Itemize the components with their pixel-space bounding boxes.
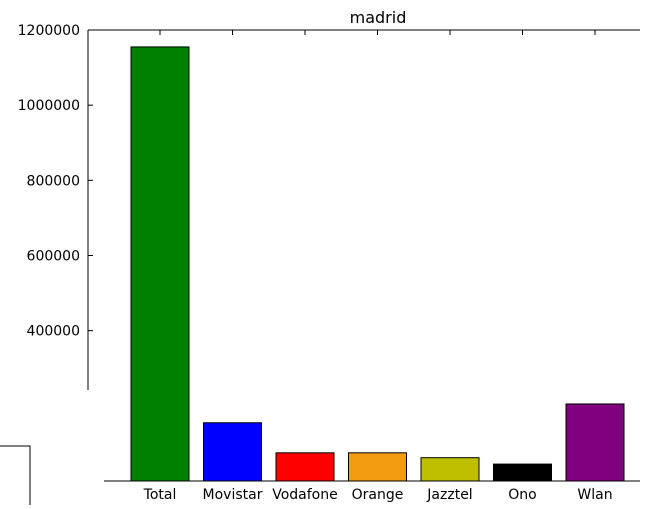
corner-artifact bbox=[0, 445, 31, 505]
bar-movistar bbox=[203, 422, 262, 482]
x-tick-label: Vodafone bbox=[272, 487, 338, 503]
y-tick-label: 800000 bbox=[27, 173, 80, 189]
bar-orange bbox=[348, 452, 407, 482]
x-tick-label: Jazztel bbox=[426, 487, 472, 503]
y-tick-label: 600000 bbox=[27, 249, 80, 265]
y-axis-ticks: 400000 600000 800000 1000000 1200000 bbox=[18, 23, 93, 340]
y-tick-label: 400000 bbox=[27, 324, 80, 340]
bar-total bbox=[130, 46, 190, 482]
overlay-box-edge bbox=[0, 445, 31, 505]
x-tick-label: Total bbox=[143, 487, 177, 503]
x-axis-ticks: Total Movistar Vodafone Orange Jazztel Ono Wla… bbox=[143, 487, 613, 503]
y-tick-label: 1000000 bbox=[18, 98, 80, 114]
bars bbox=[130, 30, 625, 482]
x-tick-label: Wlan bbox=[577, 487, 612, 503]
x-tick-label: Movistar bbox=[203, 487, 263, 503]
y-tick-label: 1200000 bbox=[18, 23, 80, 39]
bar-jazztel bbox=[420, 457, 480, 482]
x-tick-label: Orange bbox=[352, 487, 404, 503]
chart-title: madrid bbox=[350, 8, 407, 27]
bar-wlan bbox=[565, 403, 625, 482]
x-tick-label: Ono bbox=[508, 487, 536, 503]
bar-ono bbox=[493, 463, 552, 482]
bar-vodafone bbox=[275, 452, 335, 482]
